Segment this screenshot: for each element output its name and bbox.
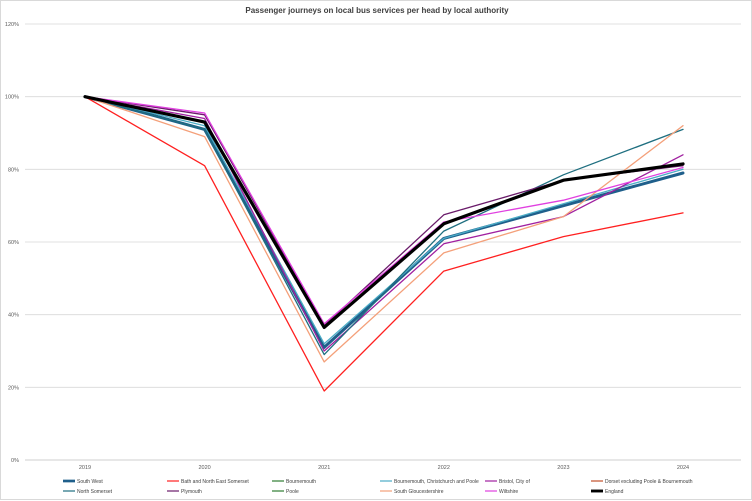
y-tick-label: 20% <box>8 385 19 391</box>
legend-label: South Gloucestershire <box>394 489 444 495</box>
legend-label: Bournemouth, Christchurch and Poole <box>394 479 479 485</box>
y-tick-label: 80% <box>8 167 19 173</box>
chart-title: Passenger journeys on local bus services… <box>245 6 509 15</box>
axis-labels: 0% 20% 40% 60% 80% 100% 120% 2019 2020 2021 2022 20… <box>5 22 689 471</box>
legend-label: South West <box>77 479 103 485</box>
legend-label: England <box>605 489 624 495</box>
legend-label: Bristol, City of <box>499 479 530 485</box>
legend: South West Bath and North East Somerset Bo… <box>63 479 693 495</box>
y-tick-label: 100% <box>5 95 19 101</box>
x-tick-label: 2019 <box>79 465 91 471</box>
series-line <box>84 96 684 356</box>
gridlines <box>25 23 741 461</box>
legend-label: Bath and North East Somerset <box>181 479 249 485</box>
series-line <box>83 95 685 329</box>
series-line <box>84 96 684 363</box>
x-tick-label: 2023 <box>557 465 569 471</box>
series-line <box>84 96 684 352</box>
series-line <box>84 96 684 345</box>
y-tick-label: 40% <box>8 313 19 319</box>
legend-label: Bournemouth <box>286 479 316 485</box>
y-tick-label: 0% <box>11 458 19 464</box>
legend-label: North Somerset <box>77 489 113 495</box>
legend-label: Dorset excluding Poole & Bournemouth <box>605 479 693 485</box>
legend-label: Poole <box>286 489 299 495</box>
series-line <box>84 96 684 325</box>
y-tick-label: 120% <box>5 22 19 28</box>
x-tick-label: 2020 <box>198 465 210 471</box>
x-tick-label: 2022 <box>438 465 450 471</box>
series-line <box>84 96 684 392</box>
legend-label: Plymouth <box>181 489 202 495</box>
series-line <box>83 95 685 349</box>
y-tick-label: 60% <box>8 240 19 246</box>
legend-label: Wiltshire <box>499 489 518 495</box>
x-tick-label: 2021 <box>318 465 330 471</box>
x-tick-label: 2024 <box>677 465 689 471</box>
series-lines <box>83 95 685 392</box>
